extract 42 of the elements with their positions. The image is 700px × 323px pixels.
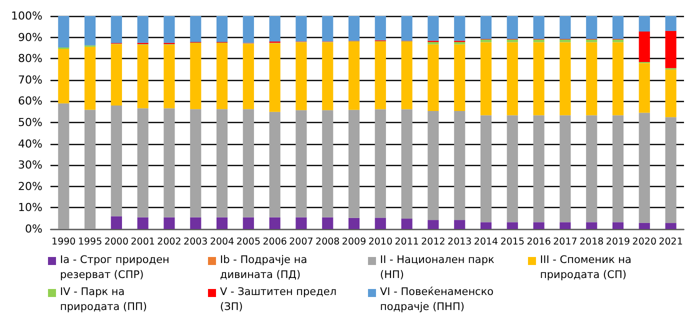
- x-tick-label: 2018: [580, 236, 604, 248]
- x-tick-label: 2019: [606, 236, 630, 248]
- x-tick-label: 1995: [78, 236, 102, 248]
- legend-label: Ia - Строг природен резерват (СПР): [60, 253, 170, 283]
- x-tick-label: 2012: [421, 236, 446, 248]
- x-tick-label: 2013: [448, 236, 472, 248]
- y-tick-label: 100%: [10, 10, 42, 22]
- x-tick-label: 2015: [500, 236, 525, 248]
- legend-label: V - Заштитен предел (ЗП): [220, 285, 338, 315]
- x-tick-label: 2005: [236, 236, 261, 248]
- x-tick-label: 2000: [104, 236, 129, 248]
- x-tick-label: 2016: [526, 236, 551, 248]
- y-tick-label: 50%: [18, 116, 42, 129]
- x-tick-label: 2009: [342, 236, 366, 248]
- legend-label: IV - Парк на природата (ПП): [60, 285, 148, 315]
- x-tick-label: 1990: [52, 236, 76, 248]
- legend-label: Ib - Подрачје на дивината (ПД): [220, 253, 308, 283]
- x-tick-label: 2020: [632, 236, 656, 248]
- y-tick-label: 30%: [18, 158, 42, 172]
- x-tick-label: 2011: [394, 236, 419, 248]
- y-tick-label: 90%: [18, 30, 42, 44]
- y-tick-label: 20%: [18, 180, 42, 193]
- x-tick-label: 2004: [210, 236, 234, 248]
- x-tick-label: 2007: [289, 236, 314, 248]
- legend-label: VI - Повеќенаменско подрачје (ПНП): [380, 285, 495, 315]
- x-tick-label: 2010: [368, 236, 393, 248]
- x-tick-label: 2001: [130, 236, 155, 248]
- y-tick-label: 0%: [24, 222, 42, 236]
- y-tick-label: 60%: [18, 94, 42, 108]
- x-tick-label: 2003: [184, 236, 208, 248]
- x-tick-label: 2021: [658, 236, 683, 248]
- x-tick-label: 2008: [316, 236, 340, 248]
- legend-label: III - Споменик на природата (СП): [540, 253, 632, 283]
- x-tick-label: 2002: [157, 236, 182, 248]
- y-tick-label: 40%: [18, 137, 42, 150]
- y-tick-label: 70%: [18, 73, 42, 86]
- x-tick-label: 2014: [474, 236, 498, 248]
- legend-label: II - Национален парк (НП): [380, 253, 496, 283]
- y-tick-label: 80%: [18, 52, 42, 66]
- y-tick-label: 10%: [18, 201, 42, 214]
- x-tick-label: 2006: [262, 236, 287, 248]
- x-tick-label: 2017: [553, 236, 578, 248]
